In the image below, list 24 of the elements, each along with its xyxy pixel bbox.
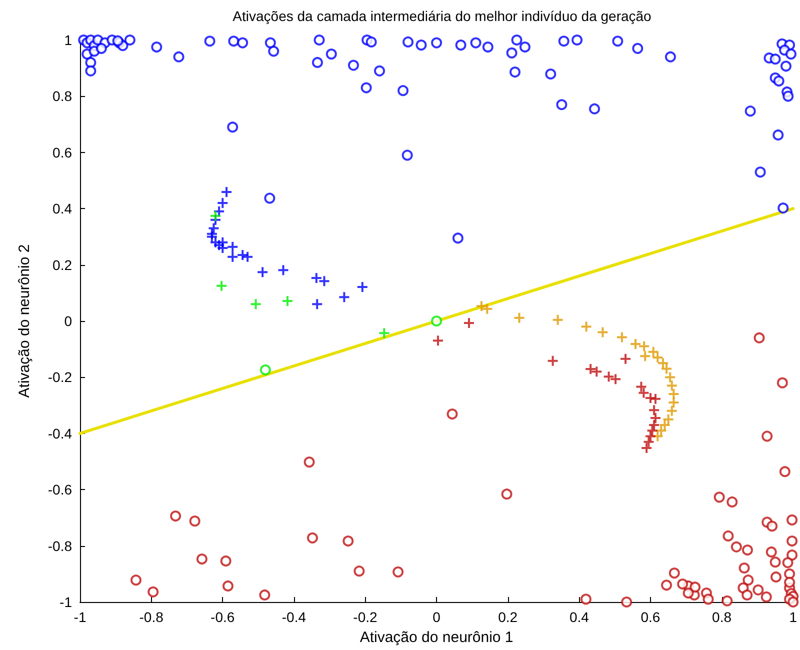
x-tick-label: 0.4	[569, 609, 590, 625]
y-tick-label: -0.2	[48, 369, 72, 386]
x-axis-title: Ativação do neurônio 1	[360, 629, 514, 646]
y-tick-label: 0.6	[52, 144, 72, 160]
y-tick-label: 1	[64, 32, 72, 48]
y-tick-label: 0.8	[52, 88, 72, 104]
x-tick-label: 0.2	[498, 609, 518, 625]
x-tick-label: 0.6	[640, 609, 660, 625]
y-tick-label: 0	[64, 313, 72, 329]
y-tick-label: 0.4	[52, 200, 72, 217]
y-tick-label: -0.6	[48, 482, 72, 498]
x-tick-label: -0.4	[282, 609, 306, 625]
y-tick-label: -0.8	[48, 538, 72, 554]
chart-title: Ativações da camada intermediária do melhor indivíduo da geração	[232, 8, 652, 24]
x-tick-label: -0.8	[139, 609, 164, 625]
x-tick-label: 0	[432, 609, 441, 625]
y-axis-title: Ativação do neurônio 2	[16, 244, 33, 398]
y-tick-label: -1	[60, 594, 72, 610]
x-tick-label: -0.2	[353, 609, 378, 625]
x-tick-label: 1	[789, 609, 798, 625]
y-tick-label: 0.2	[52, 256, 72, 273]
y-tick-label: -0.4	[48, 425, 72, 442]
x-tick-label: -0.6	[210, 609, 235, 625]
x-tick-label: 0.8	[712, 609, 732, 625]
